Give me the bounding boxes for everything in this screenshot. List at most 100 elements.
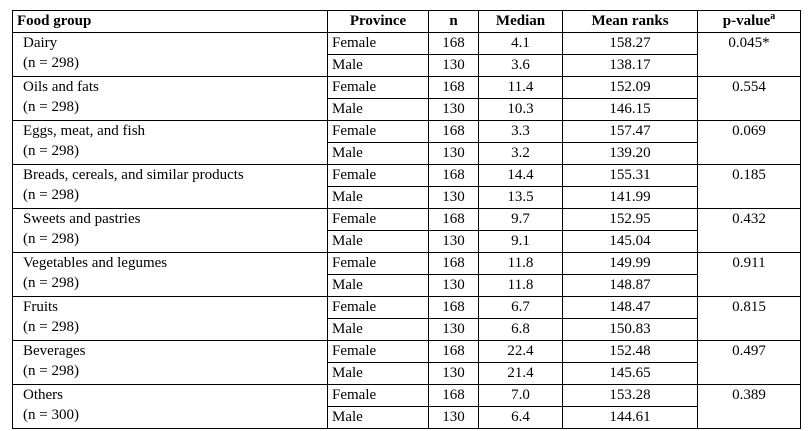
table-cell: 4.1 [478,32,563,55]
food-group-count: (n = 298) [23,99,79,115]
food-group-count: (n = 298) [23,319,79,335]
food-group-name: Fruits [23,299,59,315]
table-cell: 168 [428,340,479,363]
table-row: Breads, cereals, and similar products (n … [12,164,801,209]
table-cell: 168 [428,120,479,143]
table-cell: 3.6 [478,54,563,77]
table-cell: 148.87 [562,274,698,297]
table-cell: 144.61 [562,406,698,429]
table-cell: 168 [428,76,479,99]
table-row: Dairy (n = 298) Female 168 4.1 158.27 0.045* [12,32,801,77]
table-cell: Male [327,274,429,297]
table-cell: 130 [428,186,479,209]
food-group-count: (n = 298) [23,363,79,379]
table-cell: 149.99 [562,252,698,275]
footnote-mark: a [770,11,776,22]
table-cell: Male [327,362,429,385]
food-group-name: Vegetables and legumes [23,255,168,271]
food-group-cell: Vegetables and legumes (n = 298) [12,252,328,297]
header-cell: Province [327,10,429,33]
food-group-cell: Dairy (n = 298) [12,32,328,77]
table-cell: 14.4 [478,164,563,187]
table-cell: 168 [428,208,479,231]
table-cell: 145.65 [562,362,698,385]
p-value-cell: 0.911 [697,252,801,297]
table-cell: 130 [428,98,479,121]
header-cell: Food group [12,10,328,33]
food-group-cell: Beverages (n = 298) [12,340,328,385]
table-row: Oils and fats (n = 298) Female 168 11.4 152.0… [12,76,801,121]
food-group-name: Others [23,387,63,403]
food-group-cell: Breads, cereals, and similar products (n … [12,164,328,209]
food-group-count: (n = 298) [23,187,79,203]
table-cell: 146.15 [562,98,698,121]
table-cell: 3.2 [478,142,563,165]
food-group-name: Dairy [23,35,58,51]
table-cell: 150.83 [562,318,698,341]
p-value-cell: 0.554 [697,76,801,121]
table-cell: 21.4 [478,362,563,385]
table-cell: Male [327,98,429,121]
food-group-name: Breads, cereals, and similar products [23,167,244,183]
header-text: p-value [722,13,771,29]
table-row: Male 130 6.8 150.83 [13,318,801,341]
table-row: Male 130 13.5 141.99 [13,186,801,209]
food-group-count: (n = 300) [23,407,79,423]
table-cell: 9.7 [478,208,563,231]
table-cell: 168 [428,252,479,275]
table-cell: Male [327,142,429,165]
table-cell: Female [327,32,429,55]
table-cell: 6.4 [478,406,563,429]
table-cell: Female [327,120,429,143]
table-row: Sweets and pastries (n = 298) Female 168 9.7… [12,208,801,253]
table-row: Male 130 6.4 144.61 [13,406,801,429]
table-cell: 11.8 [478,274,563,297]
header-cell: Median [478,10,563,33]
table-cell: 152.48 [562,340,698,363]
header-row: Food group Province n Median Mean ranks … [12,10,801,33]
table-cell: 130 [428,230,479,253]
table-cell: 155.31 [562,164,698,187]
table-cell: 6.7 [478,296,563,319]
food-group-count: (n = 298) [23,55,79,71]
table-cell: Female [327,384,429,407]
table-cell: Female [327,208,429,231]
table-cell: 141.99 [562,186,698,209]
table-cell: Female [327,164,429,187]
food-group-name: Sweets and pastries [23,211,141,227]
table-cell: 139.20 [562,142,698,165]
table-row: Beverages (n = 298) Female 168 22.4 152.48 0.4… [12,340,801,385]
table-row: Others (n = 300) Female 168 7.0 153.28 0.389 [12,384,801,429]
table-body: Dairy (n = 298) Female 168 4.1 158.27 0.045* Ma… [12,32,801,429]
header-cell: Mean ranks [562,10,698,33]
table-cell: Male [327,318,429,341]
table-cell: 130 [428,142,479,165]
p-value-cell: 0.389 [697,384,801,429]
table-cell: 22.4 [478,340,563,363]
food-group-name: Eggs, meat, and fish [23,123,146,139]
table-cell: 130 [428,406,479,429]
data-table: Food group Province n Median Mean ranks … [12,10,801,429]
table-row: Male 130 11.8 148.87 [13,274,801,297]
table-cell: 145.04 [562,230,698,253]
table-cell: 11.8 [478,252,563,275]
table-cell: 7.0 [478,384,563,407]
food-group-cell: Sweets and pastries (n = 298) [12,208,328,253]
table-cell: 130 [428,54,479,77]
table-cell: 130 [428,318,479,341]
food-group-cell: Oils and fats (n = 298) [12,76,328,121]
p-value-cell: 0.045* [697,32,801,77]
food-group-count: (n = 298) [23,143,79,159]
table-cell: 168 [428,296,479,319]
table-cell: 157.47 [562,120,698,143]
p-value-cell: 0.069 [697,120,801,165]
table-cell: 148.47 [562,296,698,319]
table-cell: 130 [428,362,479,385]
table-cell: Female [327,296,429,319]
table-cell: Male [327,406,429,429]
table-row: Male 130 9.1 145.04 [13,230,801,253]
table-cell: 130 [428,274,479,297]
p-value-cell: 0.815 [697,296,801,341]
table-cell: Male [327,54,429,77]
table-row: Fruits (n = 298) Female 168 6.7 148.47 0.815 [12,296,801,341]
